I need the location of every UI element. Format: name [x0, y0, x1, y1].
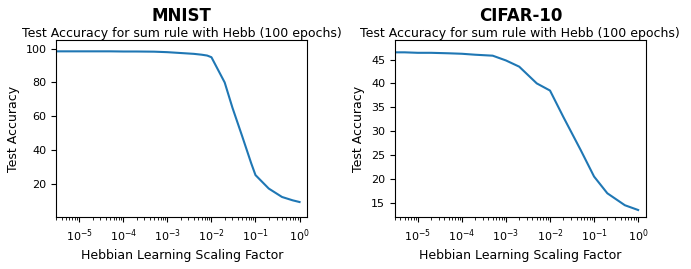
Text: Test Accuracy for sum rule with Hebb (100 epochs): Test Accuracy for sum rule with Hebb (10… [22, 27, 341, 40]
Text: Test Accuracy for sum rule with Hebb (100 epochs): Test Accuracy for sum rule with Hebb (10… [361, 27, 680, 40]
Y-axis label: Test Accuracy: Test Accuracy [352, 86, 366, 172]
Y-axis label: Test Accuracy: Test Accuracy [7, 86, 20, 172]
Title: MNIST: MNIST [152, 7, 211, 25]
X-axis label: Hebbian Learning Scaling Factor: Hebbian Learning Scaling Factor [419, 249, 621, 262]
X-axis label: Hebbian Learning Scaling Factor: Hebbian Learning Scaling Factor [81, 249, 283, 262]
Title: CIFAR-10: CIFAR-10 [479, 7, 562, 25]
